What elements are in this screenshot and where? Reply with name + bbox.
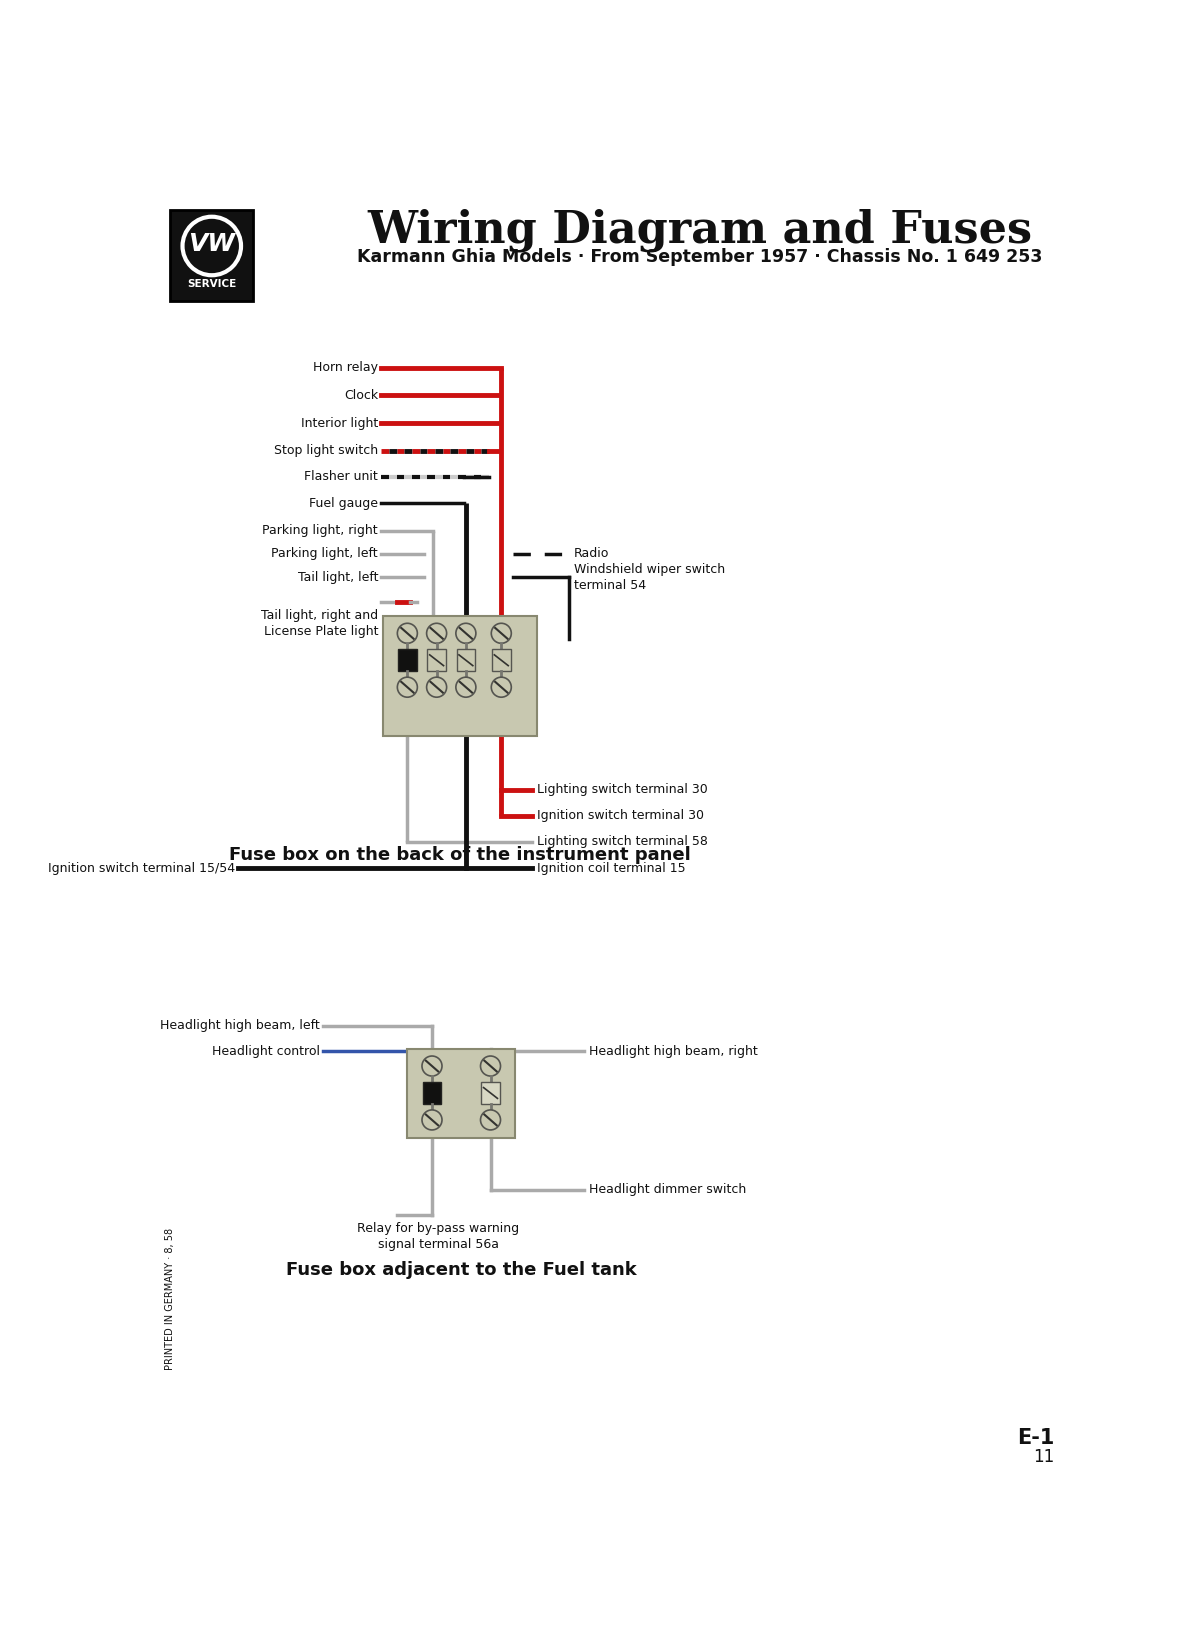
Text: Relay for by-pass warning
signal terminal 56a: Relay for by-pass warning signal termina… — [357, 1222, 519, 1251]
Circle shape — [427, 623, 447, 643]
Text: Headlight control: Headlight control — [212, 1046, 320, 1057]
Text: Lighting switch terminal 58: Lighting switch terminal 58 — [537, 836, 708, 849]
Text: Headlight dimmer switch: Headlight dimmer switch — [589, 1183, 746, 1196]
Circle shape — [422, 1110, 442, 1130]
Bar — [428, 649, 446, 671]
Bar — [457, 649, 475, 671]
Text: Flasher unit: Flasher unit — [304, 471, 379, 484]
Bar — [423, 1082, 441, 1104]
Text: Clock: Clock — [344, 388, 379, 401]
Text: SERVICE: SERVICE — [188, 279, 237, 289]
Text: Tail light, left: Tail light, left — [298, 570, 379, 583]
Text: Ignition switch terminal 30: Ignition switch terminal 30 — [537, 809, 703, 823]
Text: Fuse box on the back of the instrument panel: Fuse box on the back of the instrument p… — [228, 846, 691, 864]
Circle shape — [427, 677, 447, 697]
Circle shape — [398, 623, 417, 643]
Text: PRINTED IN GERMANY · 8, 58: PRINTED IN GERMANY · 8, 58 — [165, 1229, 175, 1371]
Text: Karmann Ghia Models · From September 1957 · Chassis No. 1 649 253: Karmann Ghia Models · From September 195… — [357, 248, 1042, 266]
Text: Radio: Radio — [573, 547, 609, 560]
Text: Lighting switch terminal 30: Lighting switch terminal 30 — [537, 783, 708, 796]
Text: E-1: E-1 — [1017, 1427, 1054, 1447]
Circle shape — [456, 677, 476, 697]
Text: Windshield wiper switch
terminal 54: Windshield wiper switch terminal 54 — [573, 563, 725, 591]
Text: Headlight high beam, left: Headlight high beam, left — [160, 1019, 320, 1032]
Text: Parking light, right: Parking light, right — [262, 524, 379, 537]
Text: 11: 11 — [1033, 1449, 1054, 1467]
Circle shape — [492, 677, 511, 697]
Circle shape — [456, 623, 476, 643]
Text: Ignition coil terminal 15: Ignition coil terminal 15 — [537, 862, 685, 874]
Circle shape — [481, 1056, 500, 1075]
Text: Wiring Diagram and Fuses: Wiring Diagram and Fuses — [368, 208, 1033, 253]
Bar — [492, 649, 511, 671]
Text: Tail light, right and
License Plate light: Tail light, right and License Plate ligh… — [261, 608, 379, 638]
Circle shape — [492, 623, 511, 643]
Text: Horn relay: Horn relay — [313, 362, 379, 373]
Text: Interior light: Interior light — [300, 416, 379, 430]
Circle shape — [422, 1056, 442, 1075]
Circle shape — [398, 677, 417, 697]
Text: Fuel gauge: Fuel gauge — [309, 497, 379, 510]
Text: Stop light switch: Stop light switch — [274, 444, 379, 458]
Bar — [398, 649, 417, 671]
Text: Ignition switch terminal 15/54: Ignition switch terminal 15/54 — [48, 862, 234, 874]
Text: Headlight high beam, right: Headlight high beam, right — [589, 1046, 757, 1057]
Circle shape — [481, 1110, 500, 1130]
Text: Fuse box adjacent to the Fuel tank: Fuse box adjacent to the Fuel tank — [286, 1260, 637, 1279]
Text: Parking light, left: Parking light, left — [272, 547, 379, 560]
Bar — [481, 1082, 500, 1104]
Text: VW: VW — [189, 233, 236, 256]
Bar — [171, 210, 254, 301]
Bar — [407, 1049, 516, 1138]
Bar — [382, 616, 537, 735]
